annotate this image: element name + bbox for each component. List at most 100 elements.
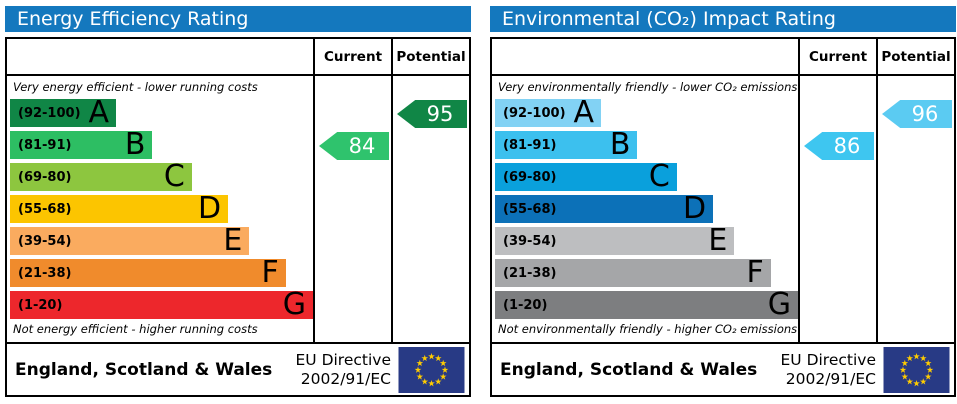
- region-label: England, Scotland & Wales: [500, 359, 758, 380]
- panel-footer: England, Scotland & Wales EU Directive 2…: [7, 342, 469, 395]
- top-note: Very energy efficient - lower running co…: [13, 80, 258, 94]
- eu-flag-icon: [883, 346, 950, 393]
- band-range: (21-38): [503, 265, 557, 281]
- band-range: (1-20): [18, 297, 63, 313]
- potential-column-header: Potential: [391, 39, 469, 74]
- bottom-note: Not environmentally friendly - higher CO…: [498, 322, 798, 336]
- band-letter: B: [609, 127, 631, 162]
- eu-directive-label: EU Directive 2002/91/EC: [781, 351, 877, 388]
- current-value-column: 84: [313, 76, 391, 342]
- bands-column: Very energy efficient - lower running co…: [7, 76, 313, 342]
- current-column-header: Current: [798, 39, 876, 74]
- energy-rating-table: Current Potential Very energy efficient …: [5, 37, 471, 397]
- band-letter: B: [124, 127, 146, 162]
- band-row-c: (69-80) C: [495, 161, 798, 193]
- current-rating-arrow: 84: [319, 132, 389, 160]
- eu-flag-icon: [398, 346, 465, 393]
- header-spacer: [7, 39, 313, 74]
- band-row-d: (55-68) D: [495, 193, 798, 225]
- band-range: (69-80): [503, 169, 557, 185]
- band-letter: D: [198, 191, 222, 226]
- eu-directive-line1: EU Directive: [780, 351, 877, 370]
- bottom-note: Not energy efficient - higher running co…: [13, 322, 258, 336]
- band-letter: G: [767, 287, 791, 322]
- band-bar-g: (1-20) G: [495, 287, 798, 322]
- band-range: (81-91): [503, 137, 557, 153]
- band-letter: D: [683, 191, 707, 226]
- band-letter: G: [282, 287, 306, 322]
- top-note: Very environmentally friendly - lower CO…: [498, 80, 798, 94]
- rating-bands: (92-100) A (81-91) B (69-80) C (55-68) D (39-54)…: [10, 97, 313, 321]
- band-bar-a: (92-100) A: [10, 95, 117, 130]
- band-row-b: (81-91) B: [495, 129, 798, 161]
- band-row-c: (69-80) C: [10, 161, 313, 193]
- eu-directive-line2: 2002/91/EC: [300, 369, 391, 388]
- current-rating-arrow: 86: [804, 132, 874, 160]
- environmental-impact-panel: Environmental (CO₂) Impact Rating Curren…: [490, 6, 956, 397]
- potential-rating-arrow: 95: [397, 100, 467, 128]
- band-row-a: (92-100) A: [495, 97, 798, 129]
- band-bar-b: (81-91) B: [10, 127, 153, 162]
- column-header-row: Current Potential: [7, 39, 469, 76]
- band-bar-b: (81-91) B: [495, 127, 638, 162]
- eu-directive-line2: 2002/91/EC: [785, 369, 876, 388]
- band-row-b: (81-91) B: [10, 129, 313, 161]
- band-range: (1-20): [503, 297, 548, 313]
- band-row-e: (39-54) E: [495, 225, 798, 257]
- band-bar-f: (21-38) F: [495, 255, 771, 290]
- rating-scale-area: Very environmentally friendly - lower CO…: [492, 76, 954, 342]
- band-row-g: (1-20) G: [495, 289, 798, 321]
- band-range: (92-100): [503, 105, 566, 121]
- potential-value-column: 95: [391, 76, 469, 342]
- current-value-column: 86: [798, 76, 876, 342]
- band-row-g: (1-20) G: [10, 289, 313, 321]
- panel-footer: England, Scotland & Wales EU Directive 2…: [492, 342, 954, 395]
- band-bar-d: (55-68) D: [10, 191, 229, 226]
- band-row-e: (39-54) E: [10, 225, 313, 257]
- band-letter: E: [223, 223, 243, 258]
- band-bar-e: (39-54) E: [495, 223, 735, 258]
- column-header-row: Current Potential: [492, 39, 954, 76]
- band-range: (55-68): [503, 201, 557, 217]
- band-bar-a: (92-100) A: [495, 95, 602, 130]
- band-range: (69-80): [18, 169, 72, 185]
- energy-efficiency-panel: Energy Efficiency Rating Current Potenti…: [5, 6, 471, 397]
- potential-column-header: Potential: [876, 39, 954, 74]
- band-row-f: (21-38) F: [495, 257, 798, 289]
- band-letter: C: [163, 159, 185, 194]
- band-range: (39-54): [503, 233, 557, 249]
- energy-panel-title: Energy Efficiency Rating: [5, 6, 471, 32]
- environmental-rating-table: Current Potential Very environmentally f…: [490, 37, 956, 397]
- potential-rating-arrow: 96: [882, 100, 952, 128]
- band-range: (21-38): [18, 265, 72, 281]
- current-column-header: Current: [313, 39, 391, 74]
- band-bar-d: (55-68) D: [495, 191, 714, 226]
- region-label: England, Scotland & Wales: [15, 359, 273, 380]
- potential-value-column: 96: [876, 76, 954, 342]
- band-letter: A: [573, 95, 595, 130]
- environmental-panel-title: Environmental (CO₂) Impact Rating: [490, 6, 956, 32]
- band-letter: E: [708, 223, 728, 258]
- eu-directive-line1: EU Directive: [295, 351, 392, 370]
- band-bar-g: (1-20) G: [10, 287, 313, 322]
- rating-bands: (92-100) A (81-91) B (69-80) C (55-68) D (39-54)…: [495, 97, 798, 321]
- band-bar-c: (69-80) C: [495, 159, 677, 194]
- eu-directive-label: EU Directive 2002/91/EC: [296, 351, 392, 388]
- band-row-a: (92-100) A: [10, 97, 313, 129]
- band-letter: A: [88, 95, 110, 130]
- band-range: (92-100): [18, 105, 81, 121]
- band-bar-f: (21-38) F: [10, 255, 286, 290]
- rating-scale-area: Very energy efficient - lower running co…: [7, 76, 469, 342]
- band-letter: F: [261, 255, 279, 290]
- band-letter: C: [648, 159, 670, 194]
- band-letter: F: [746, 255, 764, 290]
- band-row-d: (55-68) D: [10, 193, 313, 225]
- band-range: (39-54): [18, 233, 72, 249]
- bands-column: Very environmentally friendly - lower CO…: [492, 76, 798, 342]
- header-spacer: [492, 39, 798, 74]
- band-range: (81-91): [18, 137, 72, 153]
- band-range: (55-68): [18, 201, 72, 217]
- band-bar-e: (39-54) E: [10, 223, 250, 258]
- band-row-f: (21-38) F: [10, 257, 313, 289]
